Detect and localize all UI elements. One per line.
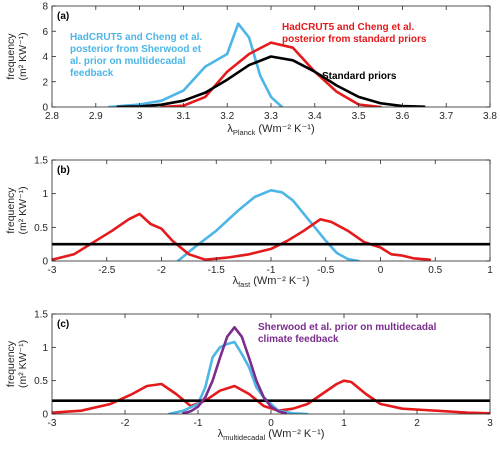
x-axis-label-subscript: Planck [233, 128, 256, 137]
y-tick-label: 8 [42, 2, 48, 13]
annotation-purple: Sherwood et al. prior on multidecadal cli… [258, 322, 437, 345]
panel-label: (a) [57, 11, 69, 22]
annotation-line: Sherwood et al. prior on multidecadal [258, 322, 437, 333]
y-axis-label: frequency(m² KW⁻¹) [5, 32, 29, 80]
annotation-line: HadCRUT5 and Cheng et al. [70, 32, 202, 43]
x-tick-label: 3 [137, 111, 143, 122]
x-tick-label: 2.9 [89, 111, 103, 122]
y-axis-label: frequency(m² KW⁻¹) [5, 186, 29, 234]
x-axis-label-symbol: λ [233, 275, 239, 287]
x-axis-label-subscript: fast [238, 280, 251, 289]
x-axis-label-symbol: λ [227, 123, 233, 135]
y-axis-label-line2: (m² KW⁻¹) [17, 32, 29, 80]
y-tick-label: 2 [42, 77, 48, 88]
y-axis-label-line1: frequency [5, 187, 17, 234]
axes-frame [51, 159, 491, 262]
x-tick-label: -2 [157, 265, 166, 276]
annotation-line: feedback [70, 68, 114, 79]
x-tick-label: 3.2 [220, 111, 234, 122]
x-axis-label-units: (Wm⁻² K⁻¹) [268, 428, 324, 440]
annotation-line: posterior from Sherwood et [70, 44, 202, 55]
x-tick-label: -1 [267, 265, 276, 276]
y-tick-label: 6 [42, 27, 48, 38]
series-group [52, 189, 490, 261]
x-tick-label: 2 [414, 418, 420, 429]
x-axis-label: λmultidecadal (Wm⁻² K⁻¹) [218, 428, 325, 442]
y-tick-label: 1.5 [34, 310, 48, 321]
panel-label: (c) [57, 319, 69, 330]
series-line-red [160, 41, 382, 107]
series-group [107, 22, 426, 107]
y-tick-label: 0 [42, 410, 48, 421]
annotation-red: HadCRUT5 and Cheng et al. posterior from … [282, 22, 427, 45]
y-tick-label: 0.5 [34, 376, 48, 387]
series-line-blue [167, 340, 309, 414]
y-tick-label: 0 [42, 103, 48, 114]
annotation-line: climate feedback [258, 334, 339, 345]
x-tick-label: -3 [48, 418, 57, 429]
x-tick-label: 2.8 [45, 111, 59, 122]
y-tick-label: 1.5 [34, 156, 48, 167]
x-axis-label-units: (Wm⁻² K⁻¹) [258, 123, 314, 135]
x-tick-label: -2 [121, 418, 130, 429]
series-line-black [116, 55, 426, 107]
x-tick-label: -0.5 [317, 265, 335, 276]
x-axis-label-units: (Wm⁻² K⁻¹) [253, 275, 309, 287]
x-tick-label: 3.8 [483, 111, 497, 122]
y-axis-label: frequency(m² KW⁻¹) [5, 340, 29, 388]
x-tick-label: 3.1 [176, 111, 190, 122]
panel-c: -3 -2 -1 0 1 2 3 0 0.5 1 1.5 frequency(m² KW⁻¹) λmul… [5, 310, 493, 443]
y-axis-label-line1: frequency [5, 340, 17, 387]
x-axis-label-symbol: λ [218, 428, 224, 440]
panel-a: 2.8 2.9 3 3.1 3.2 3.3 3.4 3.5 3.6 3.7 3.8 0 2 4 6 8 freq… [5, 2, 497, 138]
series-line-red [52, 212, 432, 261]
y-axis-label-line2: (m² KW⁻¹) [17, 186, 29, 234]
x-tick-label: 1 [487, 265, 493, 276]
panel-b: -3 -2.5 -2 -1.5 -1 -0.5 0 0.5 1 0 0.5 1 1.5 frequency… [5, 156, 493, 290]
x-axis-label-subscript: multidecadal [223, 433, 265, 442]
x-tick-label: -3 [48, 265, 57, 276]
annotation-line: al. prior on multidecadal [70, 56, 186, 67]
x-tick-label: 0.5 [428, 265, 442, 276]
series-line-purple [182, 326, 287, 414]
panel-label: (b) [57, 165, 70, 176]
x-tick-label: -1 [194, 418, 203, 429]
x-tick-label: 3.4 [308, 111, 322, 122]
x-tick-label: -2.5 [98, 265, 116, 276]
series-line-blue [176, 189, 360, 261]
x-tick-label: 0 [268, 418, 274, 429]
annotation-line: Standard priors [322, 71, 397, 82]
x-tick-label: 3.3 [264, 111, 278, 122]
y-tick-label: 0.5 [34, 223, 48, 234]
annotation-line: HadCRUT5 and Cheng et al. [282, 22, 414, 33]
y-tick-label: 0 [42, 257, 48, 268]
annotation-blue: HadCRUT5 and Cheng et al. posterior from … [70, 32, 202, 79]
y-tick-label: 4 [42, 52, 48, 63]
x-tick-label: 3.6 [395, 111, 409, 122]
series-line-blue [107, 22, 284, 107]
x-tick-label: -1.5 [208, 265, 226, 276]
x-axis-label: λPlanck (Wm⁻² K⁻¹) [227, 123, 314, 137]
x-tick-label: 0 [378, 265, 384, 276]
series-group [52, 326, 490, 414]
series-line-red [52, 379, 490, 414]
x-tick-label: 1 [341, 418, 347, 429]
x-tick-label: 3 [487, 418, 493, 429]
x-axis-label: λfast (Wm⁻² K⁻¹) [233, 275, 310, 289]
y-axis-label-line1: frequency [5, 33, 17, 80]
y-tick-label: 1 [42, 189, 48, 200]
y-tick-label: 1 [42, 343, 48, 354]
x-tick-label: 3.5 [352, 111, 366, 122]
annotation-black: Standard priors [322, 71, 397, 82]
x-tick-label: 3.7 [439, 111, 453, 122]
y-axis-label-line2: (m² KW⁻¹) [17, 340, 29, 388]
annotation-line: posterior from standard priors [282, 34, 427, 45]
